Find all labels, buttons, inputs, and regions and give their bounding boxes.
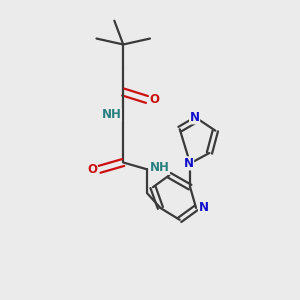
Text: O: O bbox=[87, 163, 97, 176]
Text: NH: NH bbox=[150, 161, 169, 174]
Text: O: O bbox=[149, 93, 160, 106]
Text: N: N bbox=[199, 202, 208, 214]
Text: NH: NH bbox=[101, 108, 121, 122]
Text: N: N bbox=[184, 157, 194, 170]
Text: N: N bbox=[190, 111, 200, 124]
